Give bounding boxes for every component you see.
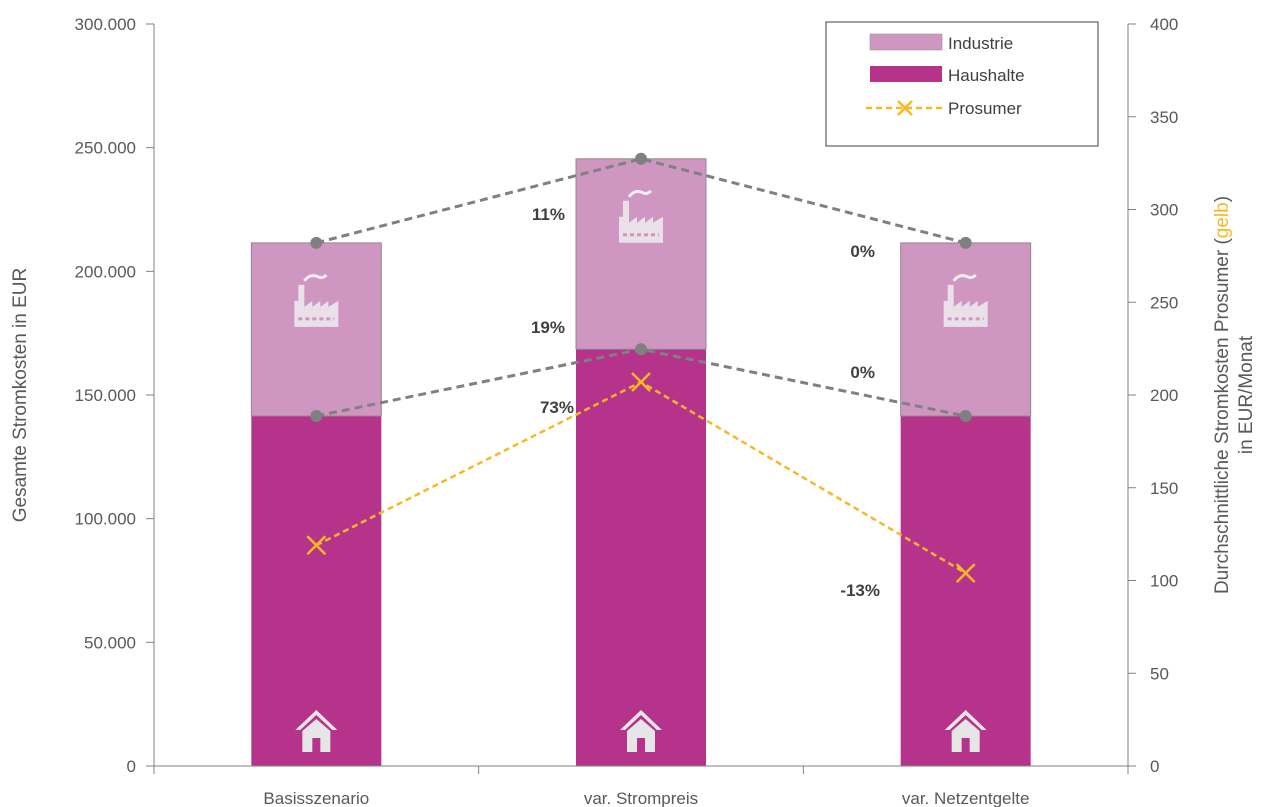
connector-point-total — [310, 236, 323, 249]
house-icon-roof — [944, 710, 987, 730]
bar-industrie-1 — [575, 158, 707, 350]
annotation-haushalte-change: 19% — [531, 318, 565, 337]
bars-layer — [250, 158, 1032, 766]
house-icon-door — [637, 738, 645, 752]
legend-label-haushalte: Haushalte — [948, 66, 1025, 85]
bar-haushalte-0 — [251, 416, 382, 766]
legend-label-prosumer: Prosumer — [948, 99, 1022, 118]
y2-tick-label: 400 — [1150, 15, 1178, 34]
legend-label-industrie: Industrie — [948, 34, 1013, 53]
factory-icon-body — [294, 284, 339, 327]
legend: Industrie Haushalte Prosumer — [825, 21, 1099, 147]
house-icon-body — [951, 719, 980, 752]
y2-tick-label: 350 — [1150, 108, 1178, 127]
factory-icon-body — [943, 284, 988, 327]
y2-axis-title-prefix: Durchschnittliche Stromkosten Prosumer ( — [1212, 238, 1233, 595]
y2-tick-label: 100 — [1150, 572, 1178, 591]
factory-icon — [294, 273, 339, 327]
prosumer-marker — [955, 563, 976, 583]
connector-point-haushalte — [635, 343, 647, 356]
annotation-haushalte-change: 0% — [850, 363, 875, 382]
house-icon — [944, 710, 987, 752]
house-icon-door — [312, 738, 321, 752]
annotation-prosumer-change: 73% — [540, 398, 574, 417]
house-icon-body — [302, 719, 331, 752]
bar-industrie-0 — [250, 242, 382, 417]
y2-tick-label: 0 — [1150, 757, 1159, 776]
x-tick-label: Basisszenario — [263, 789, 369, 807]
y2-axis-title-line2: in EUR/Monat — [1236, 335, 1257, 454]
x-tick-label: var. Netzentgelte — [902, 789, 1030, 807]
connector-point-haushalte — [959, 410, 972, 423]
house-icon-body — [627, 719, 655, 752]
y-tick-label: 150.000 — [75, 386, 136, 405]
annotation-industrie-change: 0% — [850, 242, 875, 261]
connector-lines — [306, 152, 976, 583]
prosumer-marker — [306, 535, 327, 556]
legend-marker-prosumer — [897, 100, 913, 116]
bar-haushalte-1 — [576, 349, 706, 766]
y2-tick-label: 200 — [1150, 386, 1178, 405]
y2-axis-title-suffix: ) — [1212, 196, 1233, 202]
y-tick-label: 300.000 — [75, 15, 136, 34]
house-icon-roof — [295, 710, 338, 730]
factory-icon-smoke — [952, 273, 977, 282]
y2-axis-title-line1: Durchschnittliche Stromkosten Prosumer (… — [1212, 196, 1233, 594]
annotations-layer: 11% 0% 19% 0% 73% -13% — [531, 205, 880, 600]
annotation-prosumer-change: -13% — [840, 581, 880, 600]
axes-layer: 0 50.000 100.000 150.000 200.000 250.000 300.0… — [75, 15, 1179, 807]
y-axis-title: Gesamte Stromkosten in EUR — [10, 268, 31, 522]
y-tick-label: 50.000 — [84, 633, 136, 652]
y-tick-label: 250.000 — [75, 139, 136, 158]
connector-point-total — [959, 236, 972, 249]
y2-axis-title-highlight: gelb — [1212, 202, 1233, 238]
y2-tick-label: 300 — [1150, 201, 1178, 220]
connector-total — [315, 157, 967, 245]
y-tick-label: 0 — [127, 757, 136, 776]
y-tick-label: 100.000 — [75, 510, 136, 529]
bar-haushalte-2 — [900, 416, 1031, 766]
y-tick-label: 200.000 — [75, 262, 136, 281]
legend-swatch-haushalte — [870, 66, 942, 82]
house-icon-door — [961, 738, 970, 752]
y2-tick-label: 150 — [1150, 479, 1178, 498]
y2-tick-label: 250 — [1150, 293, 1178, 312]
bar-industrie-2 — [900, 242, 1032, 417]
factory-icon-smoke — [627, 189, 653, 198]
factory-icon — [619, 189, 663, 243]
factory-icon — [943, 273, 988, 327]
y2-tick-label: 50 — [1150, 664, 1169, 683]
factory-icon-smoke — [303, 273, 328, 282]
x-tick-label: var. Strompreis — [584, 789, 698, 807]
annotation-industrie-change: 11% — [532, 205, 565, 224]
connector-point-total — [635, 152, 647, 165]
house-icon — [620, 710, 662, 752]
connector-point-haushalte — [310, 410, 323, 423]
prosumer-marker — [631, 372, 651, 392]
factory-icon-body — [619, 200, 663, 243]
legend-swatch-industrie — [869, 33, 943, 51]
house-icon-roof — [620, 710, 662, 730]
house-icon — [295, 710, 338, 752]
